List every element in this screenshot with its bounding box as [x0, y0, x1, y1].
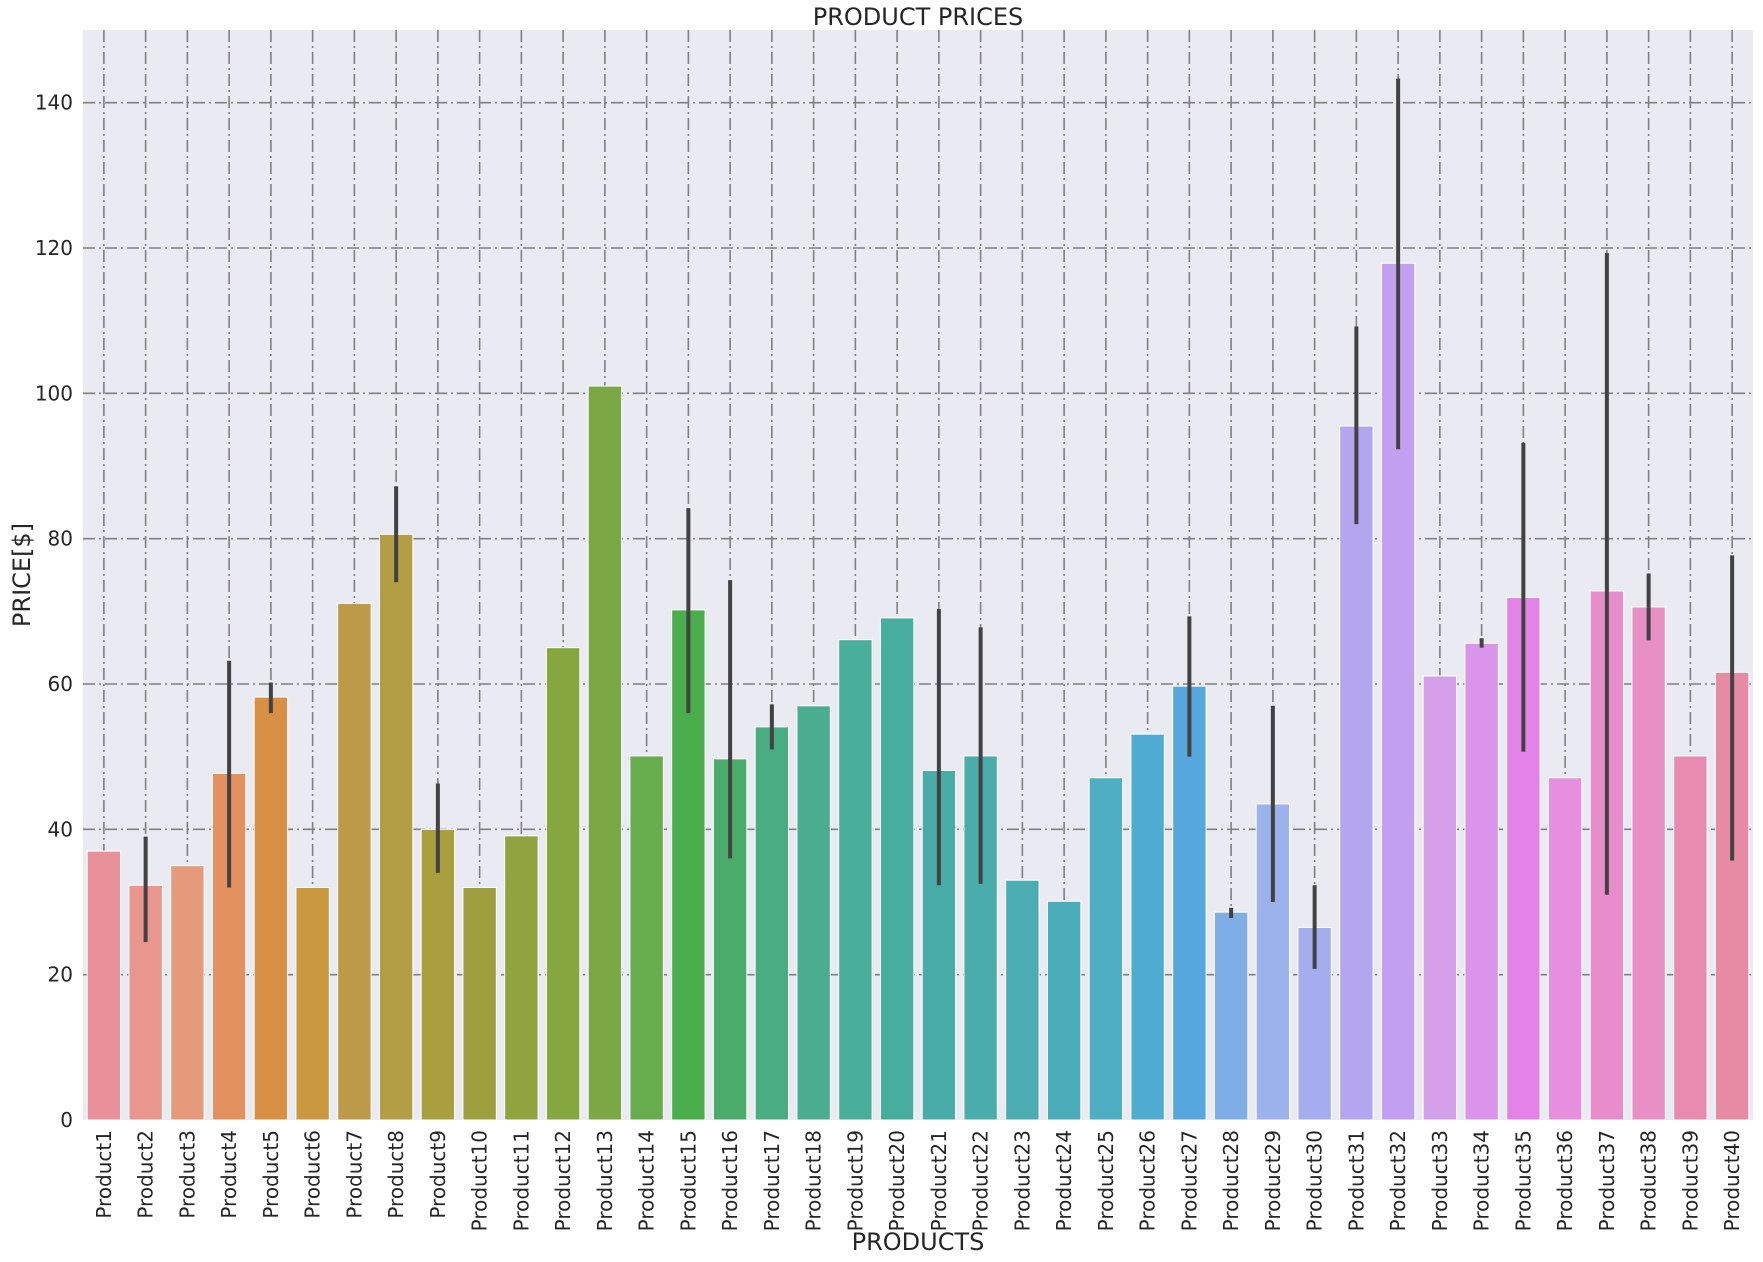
x-tick-label: Product30: [1303, 1130, 1327, 1231]
error-bars: [143, 78, 1735, 969]
x-tick-label: Product13: [593, 1130, 617, 1231]
x-tick-label: Product25: [1094, 1130, 1118, 1231]
x-tick-label: Product36: [1553, 1130, 1577, 1231]
bar: [378, 533, 414, 1121]
bar: [1213, 911, 1249, 1121]
bar: [420, 828, 456, 1121]
y-tick-label: 0: [60, 1108, 73, 1132]
bar: [504, 835, 539, 1121]
x-tick-label: Product1: [92, 1130, 116, 1219]
x-tick-label: Product39: [1678, 1130, 1702, 1231]
bar: [1339, 425, 1374, 1121]
x-tick-label: Product2: [134, 1130, 158, 1219]
x-tick-label: Product9: [426, 1130, 450, 1219]
x-tick-label: Product19: [843, 1130, 867, 1231]
x-tick-label: Product3: [175, 1130, 199, 1219]
plot-background: [83, 30, 1753, 1120]
x-tick-labels: Product1 Product2 Product3 Product4 Product5…: [92, 1130, 1744, 1231]
x-tick-label: Product31: [1344, 1130, 1368, 1231]
bar: [1130, 733, 1165, 1121]
x-axis-title: PRODUCTS: [852, 1228, 985, 1256]
bar: [879, 617, 915, 1121]
bar: [1464, 642, 1499, 1121]
bar: [629, 755, 664, 1121]
x-tick-label: Product17: [760, 1130, 784, 1231]
x-tick-label: Product16: [718, 1130, 742, 1231]
bar: [1046, 900, 1082, 1121]
x-tick-label: Product8: [384, 1130, 408, 1219]
x-tick-label: Product26: [1136, 1130, 1160, 1231]
chart-title: PRODUCT PRICES: [813, 3, 1024, 31]
bar: [545, 647, 581, 1121]
y-tick-label: 40: [48, 817, 73, 841]
x-tick-label: Product20: [885, 1130, 909, 1231]
y-tick-label: 140: [35, 91, 73, 115]
bar: [1172, 685, 1207, 1121]
bar: [1088, 777, 1124, 1121]
bar: [462, 886, 497, 1121]
x-tick-label: Product12: [551, 1130, 575, 1231]
x-tick-label: Product40: [1720, 1130, 1744, 1231]
x-tick-label: Product22: [969, 1130, 993, 1231]
x-tick-label: Product37: [1595, 1130, 1619, 1231]
x-tick-label: Product24: [1052, 1130, 1076, 1231]
y-tick-label: 120: [35, 236, 73, 260]
x-tick-label: Product15: [676, 1130, 700, 1231]
bar: [754, 726, 790, 1121]
bar: [253, 696, 289, 1121]
bar: [1673, 755, 1708, 1121]
y-tick-label: 80: [48, 527, 73, 551]
y-tick-labels: 0 20 40 60 80 100 120 140: [35, 91, 73, 1132]
x-tick-label: Product14: [635, 1130, 659, 1231]
y-tick-label: 100: [35, 381, 73, 405]
bar: [838, 639, 873, 1121]
bar: [86, 850, 122, 1121]
x-tick-label: Product5: [259, 1130, 283, 1219]
x-tick-label: Product33: [1428, 1130, 1452, 1231]
bar: [337, 602, 372, 1121]
bar: [587, 385, 623, 1121]
y-tick-label: 20: [48, 963, 73, 987]
x-tick-label: Product35: [1511, 1130, 1535, 1231]
x-tick-label: Product6: [301, 1130, 325, 1219]
bar: [1547, 777, 1583, 1121]
y-tick-label: 60: [48, 672, 73, 696]
bar: [295, 886, 330, 1121]
x-tick-label: Product21: [927, 1130, 951, 1231]
bar: [796, 705, 831, 1121]
bar: [170, 865, 205, 1121]
x-tick-label: Product10: [468, 1130, 492, 1231]
x-tick-label: Product18: [802, 1130, 826, 1231]
x-tick-label: Product32: [1386, 1130, 1410, 1231]
y-axis-title: PRICE[$]: [8, 523, 36, 627]
x-tick-label: Product28: [1219, 1130, 1243, 1231]
bar: [1005, 879, 1040, 1121]
x-tick-label: Product11: [509, 1130, 533, 1231]
x-tick-label: Product34: [1470, 1130, 1494, 1231]
bar: [1631, 606, 1666, 1121]
bar: [1422, 675, 1458, 1121]
x-tick-label: Product23: [1010, 1130, 1034, 1231]
x-tick-label: Product38: [1637, 1130, 1661, 1231]
x-tick-label: Product27: [1177, 1130, 1201, 1231]
x-tick-label: Product29: [1261, 1130, 1285, 1231]
x-tick-label: Product7: [342, 1130, 366, 1219]
x-tick-label: Product4: [217, 1130, 241, 1219]
